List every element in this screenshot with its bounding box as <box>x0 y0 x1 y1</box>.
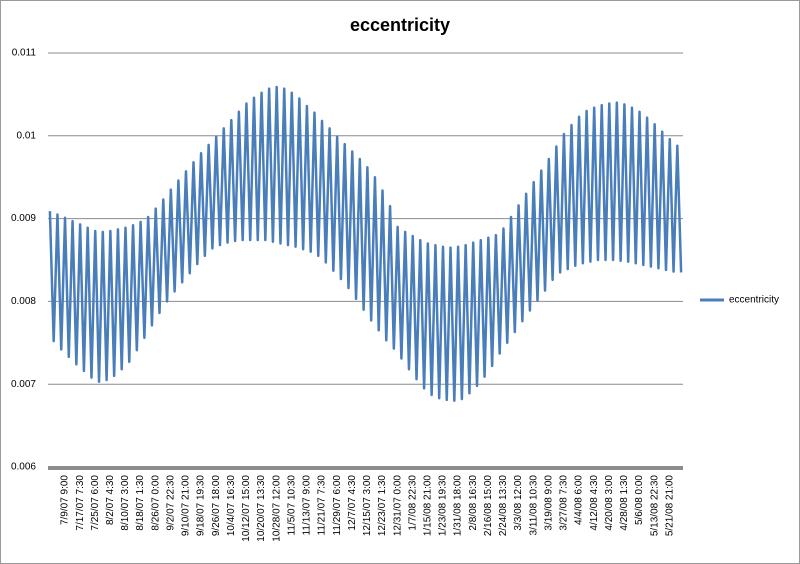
chart-title: eccentricity <box>350 15 450 35</box>
x-tick-label: 2/24/08 13:30 <box>498 475 509 537</box>
x-tick-label: 4/28/08 1:30 <box>619 475 630 531</box>
x-tick-label: 10/20/07 13:30 <box>256 475 267 542</box>
x-tick-label: 11/5/07 10:30 <box>286 475 297 536</box>
x-tick-label: 4/20/08 3:00 <box>604 475 615 531</box>
x-tick-label: 1/7/08 22:30 <box>407 475 418 531</box>
x-tick-label: 10/4/07 16:30 <box>226 475 237 537</box>
y-tick-label: 0.007 <box>11 379 36 390</box>
x-tick-label: 5/6/08 0:00 <box>634 475 645 525</box>
x-tick-label: 1/31/08 18:00 <box>453 475 464 537</box>
x-tick-label: 5/21/08 21:00 <box>664 475 675 537</box>
x-tick-label: 2/16/08 15:00 <box>483 475 494 537</box>
x-tick-label: 12/7/07 4:30 <box>347 475 358 531</box>
x-tick-label: 9/10/07 21:00 <box>181 475 192 537</box>
x-tick-label: 4/4/08 6:00 <box>574 475 585 525</box>
x-tick-label: 2/8/08 16:30 <box>468 475 479 531</box>
x-tick-label: 11/13/07 9:00 <box>302 475 313 536</box>
x-tick-label: 12/31/07 0:00 <box>392 475 403 537</box>
y-tick-label: 0.008 <box>11 296 36 307</box>
y-tick-label: 0.01 <box>17 130 37 141</box>
x-tick-label: 4/12/08 4:30 <box>589 475 600 531</box>
x-tick-label: 12/23/07 1:30 <box>377 475 388 537</box>
y-tick-label: 0.006 <box>11 462 36 473</box>
x-tick-label: 9/2/07 22:30 <box>165 475 176 531</box>
x-tick-label: 10/12/07 15:00 <box>241 475 252 542</box>
x-tick-label: 9/18/07 19:30 <box>196 475 207 537</box>
y-tick-label: 0.011 <box>12 48 37 59</box>
x-tick-label: 7/25/07 6:00 <box>90 475 101 531</box>
x-tick-label: 11/21/07 7:30 <box>317 475 328 536</box>
x-tick-label: 3/3/08 12:00 <box>513 475 524 531</box>
x-tick-label: 5/13/08 22:30 <box>649 475 660 537</box>
x-tick-label: 7/17/07 7:30 <box>75 475 86 531</box>
x-tick-label: 1/23/08 19:30 <box>438 475 449 537</box>
x-tick-label: 3/19/08 9:00 <box>543 475 554 531</box>
x-tick-label: 11/29/07 6:00 <box>332 475 343 536</box>
x-tick-label: 12/15/07 3:00 <box>362 475 373 537</box>
x-tick-label: 10/28/07 12:00 <box>271 475 282 542</box>
x-tick-label: 8/2/07 4:30 <box>105 475 116 525</box>
x-tick-label: 8/18/07 1:30 <box>135 475 146 531</box>
legend-label: eccentricity <box>729 295 779 306</box>
x-tick-label: 7/9/07 9:00 <box>60 475 71 525</box>
x-tick-label: 8/26/07 0:00 <box>150 475 161 531</box>
data-line <box>48 85 683 403</box>
x-tick-label: 8/10/07 3:00 <box>120 475 131 531</box>
x-tick-label: 1/15/08 21:00 <box>423 475 434 537</box>
x-tick-label: 3/11/08 10:30 <box>528 475 539 536</box>
y-tick-label: 0.009 <box>11 213 36 224</box>
x-tick-label: 9/26/07 18:00 <box>211 475 222 537</box>
x-tick-label: 3/27/08 7:30 <box>559 475 570 531</box>
